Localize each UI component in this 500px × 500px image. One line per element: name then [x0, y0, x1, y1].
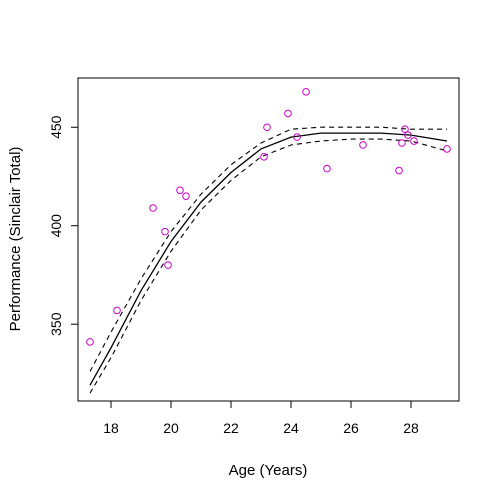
x-tick-label: 26 [343, 420, 359, 436]
data-point [443, 145, 451, 153]
y-axis-title: Performance (Sinclair Total) [7, 147, 24, 332]
data-point [149, 204, 157, 212]
data-point [86, 338, 94, 346]
x-axis: 18 20 22 24 26 28 [103, 401, 419, 436]
y-tick-label: 400 [48, 214, 64, 238]
data-point [164, 261, 172, 269]
data-point [263, 123, 271, 132]
data-point [302, 87, 310, 96]
data-point [359, 141, 367, 149]
y-axis: 350 400 450 [48, 115, 78, 336]
data-point [182, 192, 190, 200]
data-point [284, 109, 292, 118]
data-point [398, 139, 406, 147]
x-tick-label: 18 [103, 420, 119, 436]
data-point [323, 164, 331, 173]
band-lower-line [89, 138, 448, 394]
x-tick-label: 22 [223, 420, 239, 436]
fit-line [89, 132, 448, 386]
x-tick-label: 28 [403, 420, 419, 436]
x-axis-title: Age (Years) [229, 462, 308, 479]
y-tick-label: 450 [48, 115, 64, 139]
data-point [410, 137, 418, 145]
data-point [395, 166, 403, 175]
data-point [161, 227, 169, 236]
x-tick-label: 20 [163, 420, 179, 436]
data-point [113, 306, 121, 315]
fit-lines [89, 126, 448, 394]
data-point [176, 186, 184, 195]
x-tick-label: 24 [283, 420, 299, 436]
data-point [293, 133, 301, 141]
data-point [404, 131, 412, 139]
data-point [401, 125, 409, 134]
data-points [86, 87, 451, 346]
data-point [260, 152, 268, 161]
band-upper-line [89, 126, 447, 372]
y-tick-label: 350 [48, 312, 64, 336]
plot-frame [77, 77, 460, 402]
